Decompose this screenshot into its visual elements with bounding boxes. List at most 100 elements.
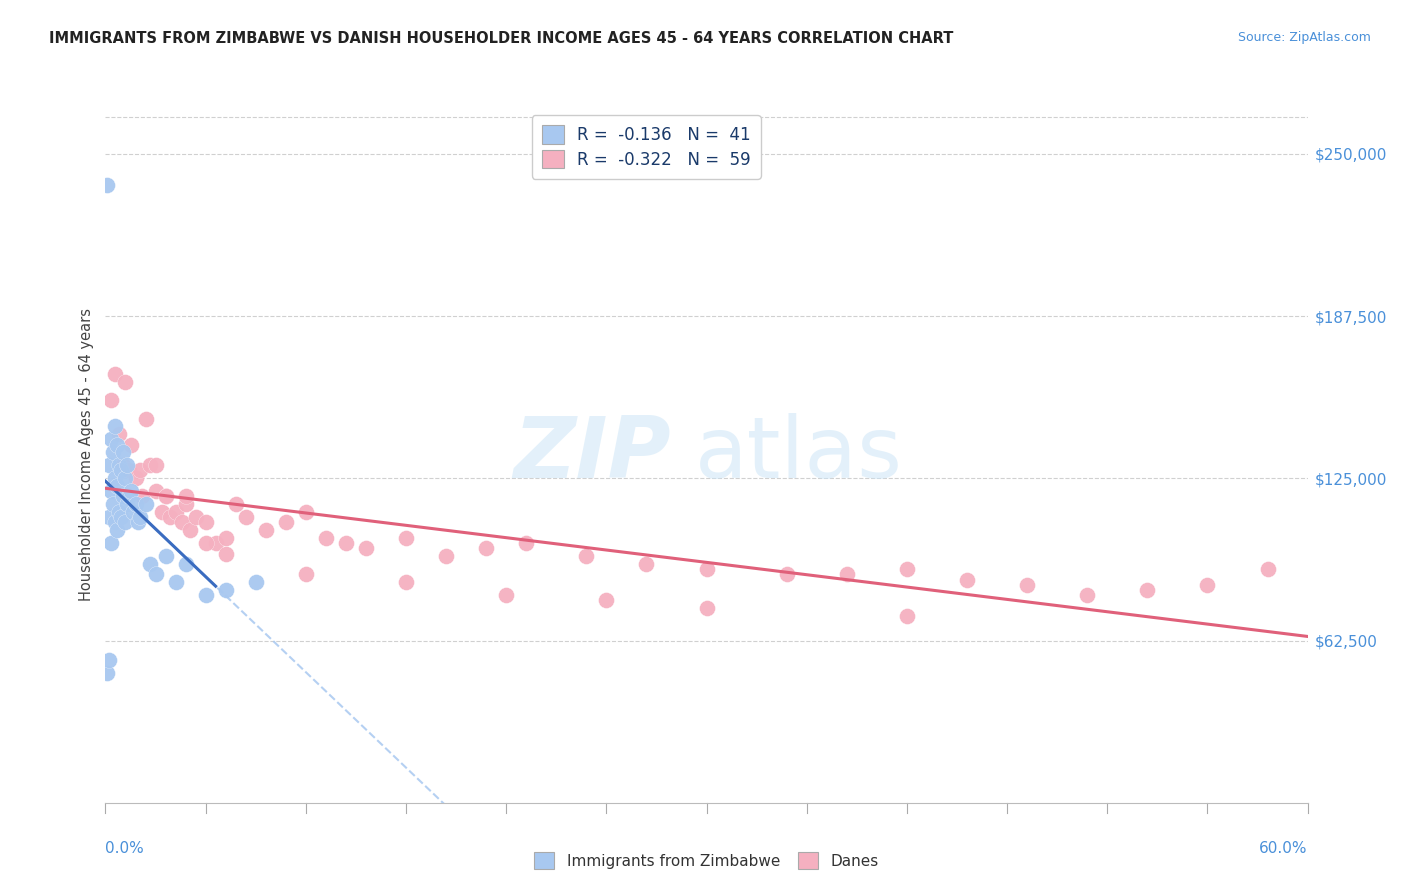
- Point: [184, 510, 207, 524]
- Point: [108, 458, 131, 473]
- Point: [696, 601, 718, 615]
- Point: [104, 419, 127, 434]
- Point: [335, 536, 357, 550]
- Point: [128, 510, 150, 524]
- Point: [127, 516, 149, 530]
- Point: [135, 411, 157, 425]
- Point: [245, 575, 267, 590]
- Point: [100, 536, 122, 550]
- Legend: Immigrants from Zimbabwe, Danes: Immigrants from Zimbabwe, Danes: [529, 847, 884, 875]
- Point: [395, 531, 418, 545]
- Point: [575, 549, 598, 564]
- Point: [100, 484, 122, 499]
- Point: [96, 665, 118, 680]
- Point: [495, 588, 517, 602]
- Point: [100, 433, 122, 447]
- Point: [107, 479, 129, 493]
- Point: [108, 427, 131, 442]
- Point: [194, 516, 217, 530]
- Point: [121, 437, 143, 451]
- Point: [112, 445, 135, 459]
- Point: [135, 497, 157, 511]
- Text: 0.0%: 0.0%: [105, 841, 145, 856]
- Point: [114, 376, 136, 390]
- Point: [194, 588, 217, 602]
- Point: [475, 541, 498, 556]
- Point: [122, 505, 145, 519]
- Point: [434, 549, 457, 564]
- Point: [896, 562, 918, 576]
- Point: [1076, 588, 1098, 602]
- Point: [96, 178, 118, 192]
- Point: [354, 541, 377, 556]
- Point: [104, 471, 127, 485]
- Point: [121, 484, 143, 499]
- Point: [117, 458, 139, 473]
- Point: [98, 510, 121, 524]
- Text: 60.0%: 60.0%: [1260, 841, 1308, 856]
- Point: [155, 490, 177, 504]
- Point: [145, 458, 167, 473]
- Point: [107, 437, 129, 451]
- Point: [315, 531, 337, 545]
- Point: [138, 557, 160, 571]
- Point: [155, 490, 177, 504]
- Point: [98, 653, 121, 667]
- Point: [835, 567, 858, 582]
- Point: [174, 497, 197, 511]
- Point: [165, 575, 187, 590]
- Point: [956, 573, 979, 587]
- Point: [204, 536, 226, 550]
- Point: [128, 463, 150, 477]
- Point: [1136, 582, 1159, 597]
- Point: [98, 458, 121, 473]
- Point: [1257, 562, 1279, 576]
- Point: [214, 582, 236, 597]
- Point: [145, 484, 167, 499]
- Text: Source: ZipAtlas.com: Source: ZipAtlas.com: [1237, 31, 1371, 45]
- Text: ZIP: ZIP: [513, 413, 671, 497]
- Point: [214, 547, 236, 561]
- Y-axis label: Householder Income Ages 45 - 64 years: Householder Income Ages 45 - 64 years: [79, 309, 94, 601]
- Text: IMMIGRANTS FROM ZIMBABWE VS DANISH HOUSEHOLDER INCOME AGES 45 - 64 YEARS CORRELA: IMMIGRANTS FROM ZIMBABWE VS DANISH HOUSE…: [49, 31, 953, 46]
- Point: [170, 516, 193, 530]
- Point: [295, 567, 318, 582]
- Point: [110, 463, 132, 477]
- Point: [100, 393, 122, 408]
- Point: [165, 505, 187, 519]
- Point: [107, 523, 129, 537]
- Point: [776, 567, 799, 582]
- Point: [395, 575, 418, 590]
- Point: [104, 368, 127, 382]
- Point: [696, 562, 718, 576]
- Point: [104, 516, 127, 530]
- Point: [1197, 578, 1219, 592]
- Point: [295, 505, 318, 519]
- Point: [194, 536, 217, 550]
- Point: [110, 510, 132, 524]
- Point: [118, 463, 141, 477]
- Point: [179, 523, 201, 537]
- Point: [214, 531, 236, 545]
- Point: [225, 497, 247, 511]
- Point: [1017, 578, 1039, 592]
- Point: [108, 505, 131, 519]
- Point: [254, 523, 277, 537]
- Point: [103, 497, 125, 511]
- Text: atlas: atlas: [695, 413, 903, 497]
- Point: [159, 510, 181, 524]
- Point: [131, 490, 153, 504]
- Point: [112, 490, 135, 504]
- Point: [114, 471, 136, 485]
- Point: [117, 497, 139, 511]
- Point: [103, 445, 125, 459]
- Point: [155, 549, 177, 564]
- Point: [145, 567, 167, 582]
- Point: [114, 516, 136, 530]
- Point: [124, 471, 146, 485]
- Point: [138, 458, 160, 473]
- Point: [636, 557, 658, 571]
- Point: [235, 510, 257, 524]
- Point: [124, 497, 146, 511]
- Point: [118, 490, 141, 504]
